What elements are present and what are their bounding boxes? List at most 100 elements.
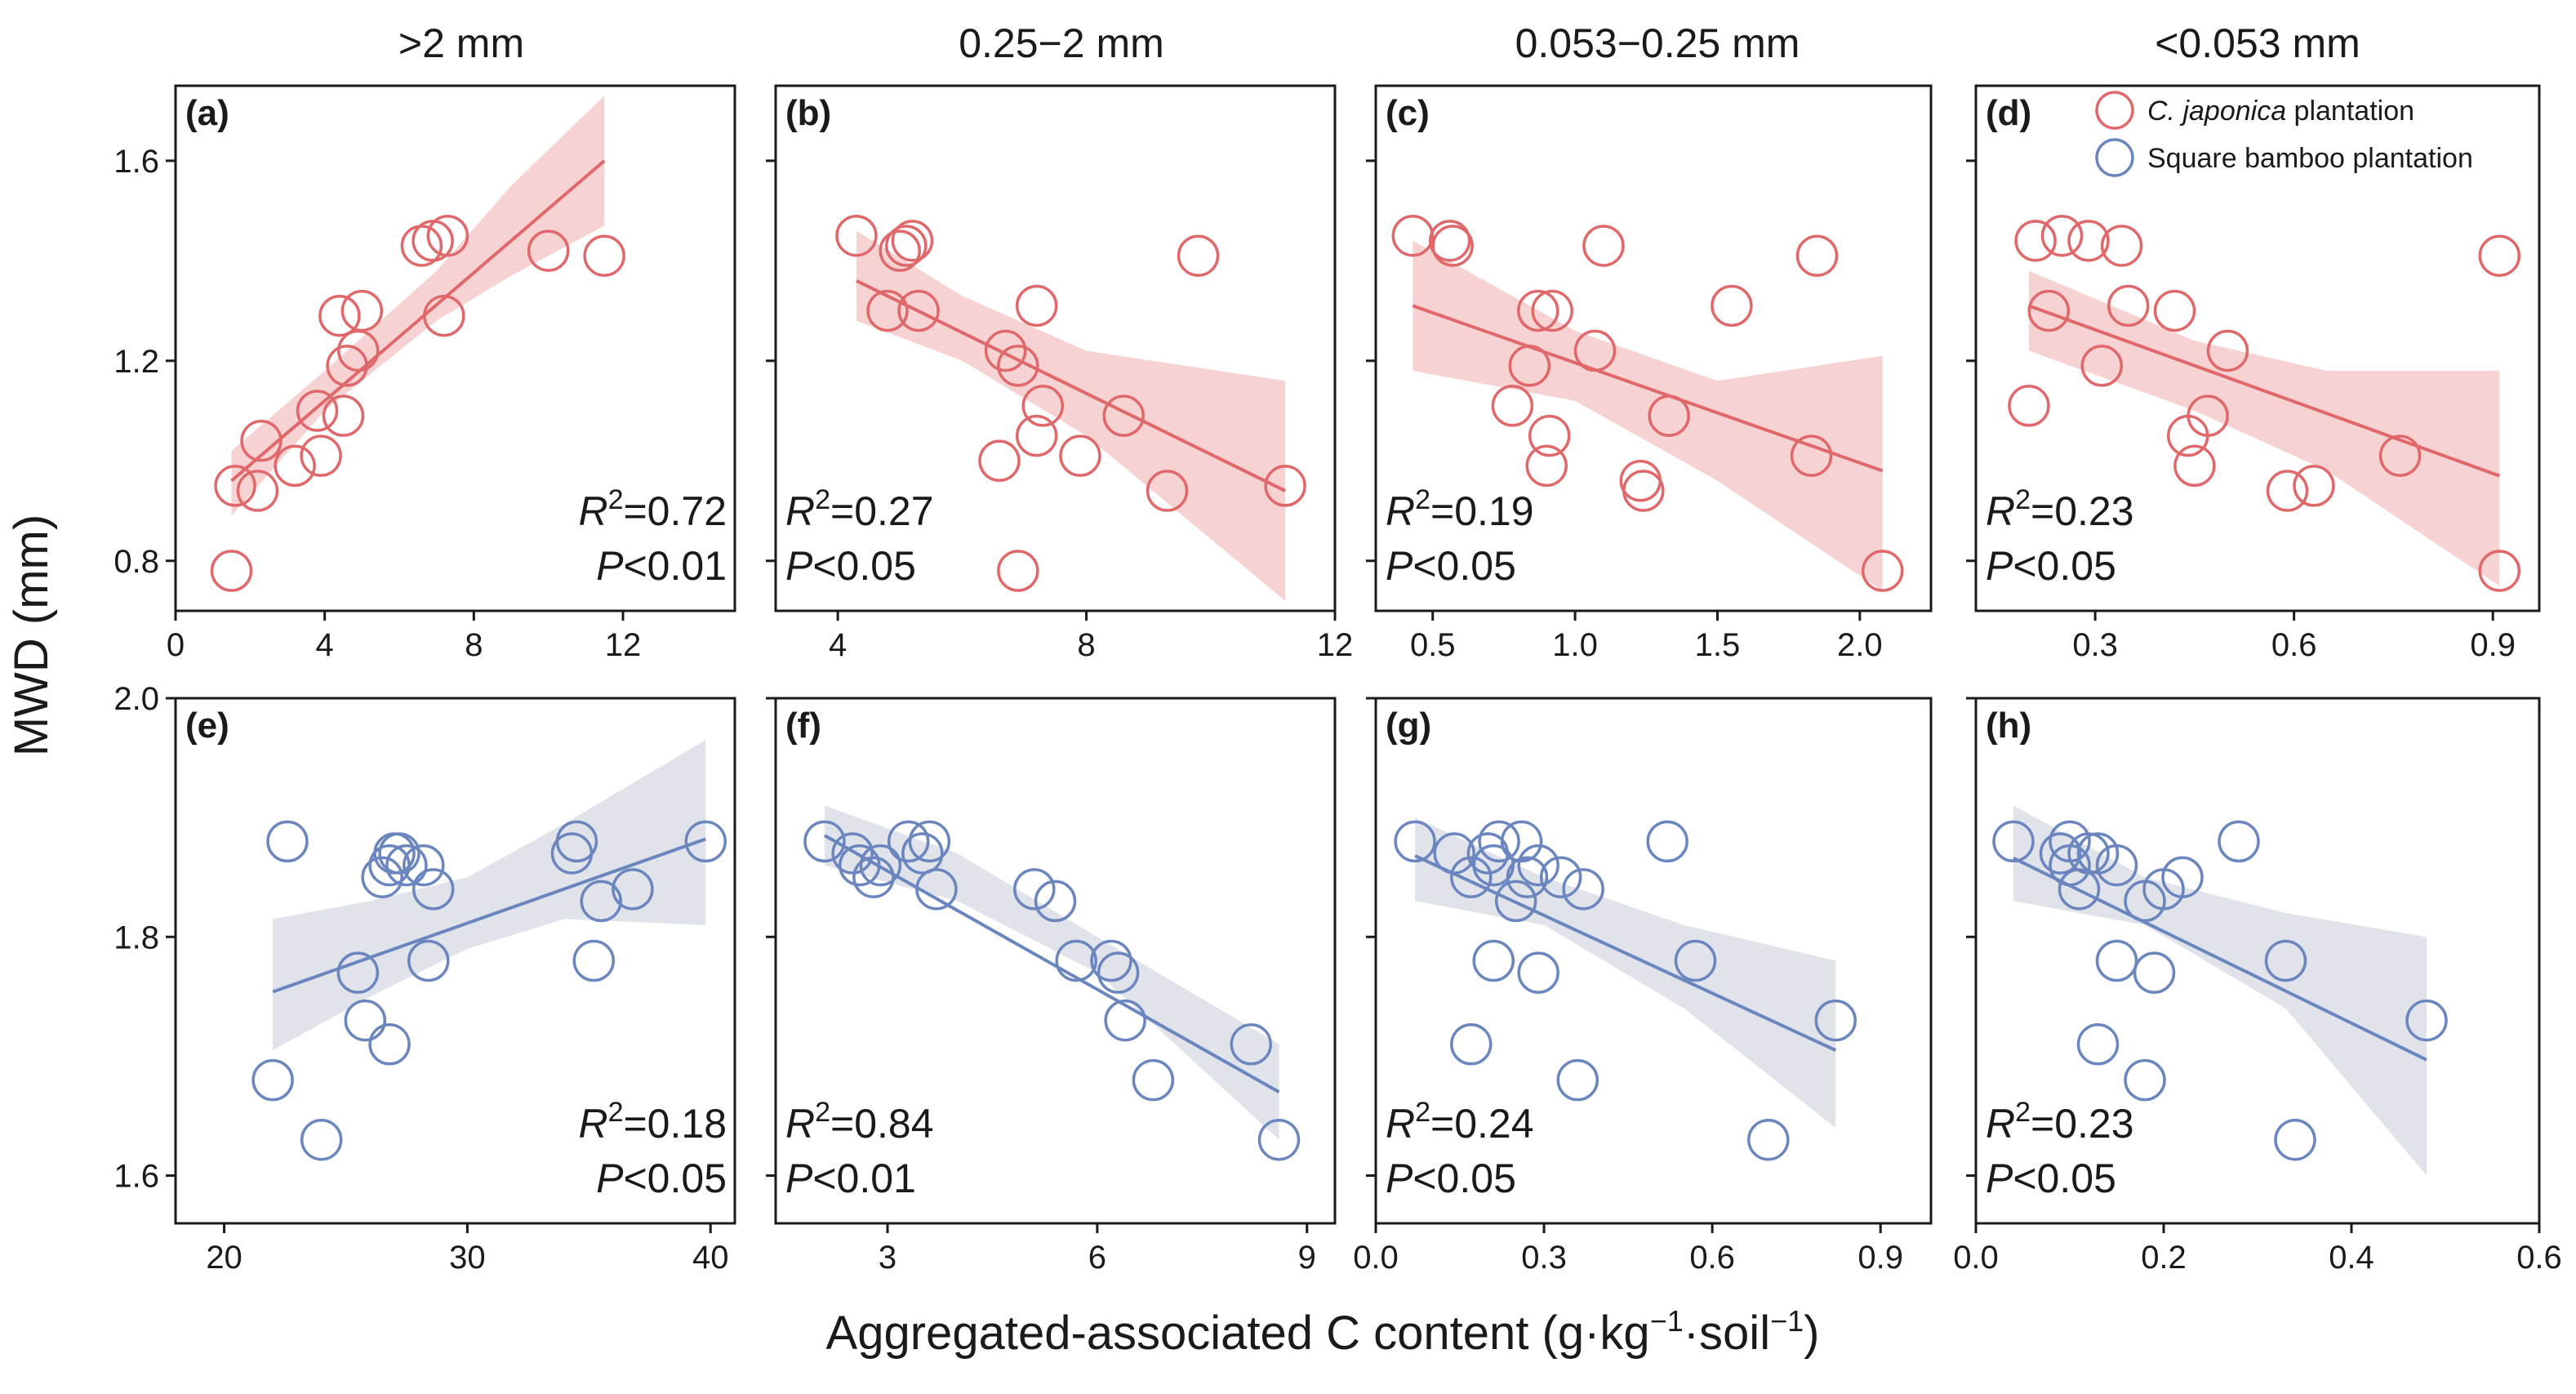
regression-line bbox=[2013, 857, 2427, 1062]
data-point bbox=[1531, 289, 1573, 332]
data-point bbox=[2161, 856, 2204, 898]
y-tick-label: 1.6 bbox=[113, 1159, 159, 1195]
legend-label: C. japonica plantation bbox=[2147, 96, 2414, 127]
p-value-label: P<0.05 bbox=[596, 1156, 727, 1201]
x-tick-label: 1.0 bbox=[1552, 627, 1598, 663]
data-point bbox=[984, 329, 1027, 372]
data-point bbox=[997, 550, 1039, 592]
p-value-label: P<0.05 bbox=[1986, 543, 2116, 589]
plot-frame bbox=[1974, 697, 2541, 1225]
panel-c: 0.5 1.0 1.5 2.0 (c) R2=0.19 P<0.05 bbox=[1366, 84, 1933, 663]
data-point bbox=[831, 832, 874, 875]
data-point bbox=[2124, 1058, 2166, 1102]
data-point bbox=[839, 844, 881, 887]
p-value-label: P<0.05 bbox=[1386, 543, 1516, 589]
y-tick-label: 0.8 bbox=[113, 544, 159, 580]
panel-g: 0.0 0.3 0.6 0.9 (g) R2=0.24 P<0.05 bbox=[1353, 697, 1933, 1276]
data-point bbox=[274, 444, 316, 488]
data-point bbox=[2014, 220, 2057, 262]
data-point bbox=[2027, 289, 2071, 332]
data-point bbox=[2124, 880, 2166, 923]
r-squared-label: R2=0.27 bbox=[785, 484, 934, 534]
panel-label: (f) bbox=[785, 706, 821, 746]
x-tick-label: 0.9 bbox=[1857, 1240, 1903, 1276]
r-squared-label: R2=0.23 bbox=[1986, 1097, 2134, 1147]
data-point bbox=[2206, 329, 2249, 372]
data-point bbox=[879, 229, 921, 272]
data-point bbox=[2173, 444, 2216, 488]
data-point bbox=[1264, 465, 1306, 507]
r-squared-label: R2=0.84 bbox=[785, 1097, 934, 1147]
data-point bbox=[1491, 385, 1534, 427]
panel-b: 4 8 12 (b) R2=0.27 P<0.05 bbox=[766, 84, 1354, 663]
data-point bbox=[1648, 394, 1690, 437]
x-tick-label: 12 bbox=[1317, 627, 1354, 663]
y-tick-label: 1.2 bbox=[113, 344, 159, 380]
data-point bbox=[426, 214, 469, 257]
data-point bbox=[412, 868, 455, 911]
confidence-band bbox=[273, 740, 706, 1051]
data-point bbox=[1814, 999, 1857, 1042]
data-point bbox=[1055, 939, 1097, 982]
data-point bbox=[550, 832, 594, 875]
data-point bbox=[1104, 999, 1146, 1042]
data-point bbox=[1646, 820, 1688, 863]
data-point bbox=[2095, 939, 2138, 982]
confidence-band bbox=[856, 230, 1286, 601]
x-tick-label: 0.9 bbox=[2470, 627, 2516, 663]
data-point bbox=[2274, 1118, 2316, 1161]
data-point bbox=[2107, 284, 2150, 327]
data-point bbox=[803, 820, 846, 863]
x-tick-label: 20 bbox=[206, 1240, 242, 1276]
data-point bbox=[527, 229, 570, 272]
data-point bbox=[580, 880, 622, 923]
r-squared-label: R2=0.24 bbox=[1386, 1097, 1534, 1147]
panel-e: 20 30 40 1.6 1.8 2.0 (e) R2=0.18 P<0.05 bbox=[113, 681, 736, 1276]
data-point bbox=[1582, 225, 1625, 267]
data-point bbox=[1097, 951, 1140, 994]
data-point bbox=[236, 470, 279, 512]
data-point bbox=[978, 439, 1021, 483]
data-point bbox=[1472, 939, 1515, 982]
y-tick-label: 1.8 bbox=[113, 920, 159, 955]
data-point bbox=[901, 832, 944, 875]
data-point bbox=[612, 868, 654, 911]
data-point bbox=[2266, 470, 2309, 512]
data-point bbox=[210, 550, 253, 592]
data-point bbox=[1622, 470, 1665, 512]
data-point bbox=[300, 434, 342, 477]
data-point bbox=[2378, 434, 2422, 477]
data-point bbox=[891, 220, 934, 262]
data-point bbox=[2218, 820, 2260, 863]
data-point bbox=[1494, 880, 1537, 923]
data-point bbox=[835, 214, 878, 257]
plot-frame bbox=[174, 697, 736, 1225]
data-point bbox=[266, 820, 309, 863]
data-point bbox=[1674, 939, 1717, 982]
data-point bbox=[1861, 550, 1904, 592]
data-point bbox=[296, 390, 339, 432]
data-point bbox=[318, 294, 361, 337]
column-titles: >2 mm 0.25−2 mm 0.053−0.25 mm <0.053 mm bbox=[398, 20, 2360, 66]
y-tick-label: 1.6 bbox=[113, 144, 159, 180]
data-point bbox=[407, 939, 450, 982]
data-point bbox=[340, 289, 384, 332]
data-point bbox=[1428, 220, 1471, 262]
data-point bbox=[2100, 225, 2143, 267]
regression-line bbox=[2028, 304, 2500, 478]
data-point bbox=[908, 820, 951, 863]
plot-frame bbox=[1374, 84, 1933, 612]
plot-frame bbox=[774, 84, 1337, 612]
data-point bbox=[322, 394, 365, 437]
legend-marker bbox=[2095, 138, 2134, 177]
legend-marker bbox=[2095, 91, 2134, 130]
data-point bbox=[1506, 856, 1549, 898]
x-tick-label: 0.2 bbox=[2141, 1240, 2187, 1276]
data-point bbox=[1517, 844, 1559, 887]
data-point bbox=[1177, 234, 1220, 277]
panel-h: 0.0 0.2 0.4 0.6 (h) R2=0.23 P<0.05 bbox=[1953, 697, 2562, 1276]
x-axis-title: Aggregated-associated C content (g·kg−1·… bbox=[826, 1304, 1820, 1360]
x-tick-label: 6 bbox=[1088, 1240, 1106, 1276]
x-tick-label: 0.3 bbox=[2072, 627, 2118, 663]
